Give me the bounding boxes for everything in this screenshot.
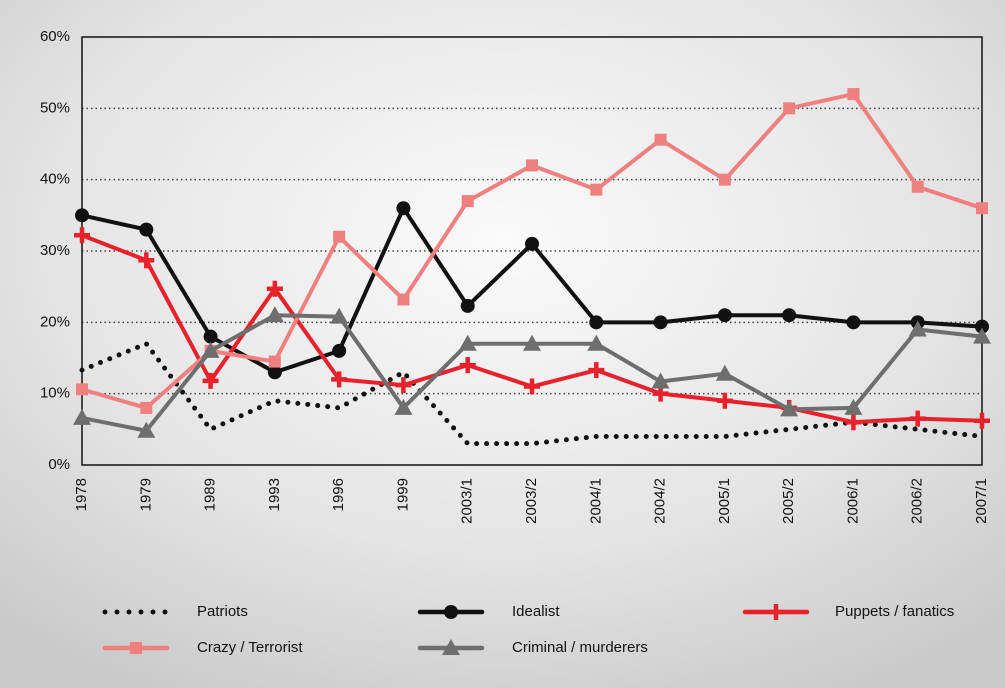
x-tick-label: 1996 bbox=[330, 478, 347, 511]
marker bbox=[330, 307, 349, 324]
x-tick-label: 2004/1 bbox=[587, 478, 604, 524]
x-tick-label: 2003/1 bbox=[459, 478, 476, 524]
marker bbox=[908, 320, 927, 337]
marker bbox=[73, 408, 91, 425]
marker bbox=[974, 412, 990, 429]
marker bbox=[526, 159, 538, 172]
marker bbox=[75, 208, 89, 223]
marker bbox=[332, 343, 347, 358]
marker bbox=[976, 202, 988, 215]
x-tick-label: 2006/1 bbox=[844, 478, 861, 524]
marker bbox=[138, 252, 155, 269]
marker bbox=[975, 319, 989, 334]
legend-label: Patriots bbox=[197, 603, 248, 620]
marker bbox=[847, 88, 860, 101]
marker bbox=[267, 365, 282, 380]
marker bbox=[715, 364, 734, 381]
x-tick-label: 1989 bbox=[202, 478, 219, 511]
marker bbox=[444, 605, 458, 619]
marker bbox=[524, 378, 540, 395]
legend-label: Criminal / murderers bbox=[512, 639, 648, 656]
marker bbox=[203, 329, 218, 344]
marker bbox=[395, 377, 412, 394]
marker bbox=[442, 639, 460, 655]
marker bbox=[265, 306, 284, 323]
marker bbox=[525, 236, 539, 251]
legend-label: Puppets / fanatics bbox=[835, 603, 954, 620]
y-tick-label: 0% bbox=[48, 456, 70, 473]
marker bbox=[717, 308, 732, 323]
marker bbox=[718, 173, 731, 186]
marker bbox=[783, 102, 796, 115]
y-tick-label: 50% bbox=[40, 99, 70, 116]
marker bbox=[587, 334, 606, 351]
x-tick-label: 2006/2 bbox=[909, 478, 926, 524]
marker bbox=[845, 414, 862, 431]
marker bbox=[973, 327, 991, 344]
marker bbox=[201, 341, 220, 358]
x-tick-label: 1979 bbox=[137, 478, 154, 511]
marker bbox=[140, 401, 153, 414]
marker bbox=[137, 421, 156, 438]
series-line bbox=[79, 341, 985, 447]
marker bbox=[394, 398, 413, 415]
marker bbox=[461, 195, 474, 208]
x-tick-label: 1999 bbox=[394, 478, 411, 511]
marker bbox=[460, 298, 475, 313]
x-tick-label: 1993 bbox=[266, 478, 283, 511]
x-tick-label: 2003/2 bbox=[523, 478, 540, 524]
marker bbox=[266, 280, 283, 297]
marker bbox=[780, 400, 799, 417]
marker bbox=[651, 372, 670, 389]
y-tick-label: 30% bbox=[40, 242, 70, 259]
x-tick-label: 2005/2 bbox=[780, 478, 797, 524]
y-tick-label: 40% bbox=[40, 171, 70, 188]
marker bbox=[768, 604, 784, 620]
legend-label: Idealist bbox=[512, 603, 560, 620]
marker bbox=[909, 410, 926, 427]
marker bbox=[333, 230, 346, 243]
marker bbox=[139, 222, 154, 237]
marker bbox=[782, 308, 797, 323]
marker bbox=[74, 227, 90, 244]
marker bbox=[590, 183, 603, 196]
marker bbox=[846, 315, 861, 330]
marker bbox=[76, 383, 88, 396]
x-tick-label: 1978 bbox=[73, 478, 90, 511]
marker bbox=[844, 398, 863, 415]
y-tick-label: 60% bbox=[40, 28, 70, 45]
marker bbox=[654, 133, 667, 146]
marker bbox=[396, 201, 411, 216]
y-tick-label: 20% bbox=[40, 313, 70, 330]
x-tick-label: 2004/2 bbox=[652, 478, 669, 524]
marker bbox=[331, 371, 348, 388]
marker bbox=[202, 372, 219, 389]
x-tick-label: 2005/1 bbox=[716, 478, 733, 524]
marker bbox=[459, 357, 476, 374]
marker bbox=[523, 334, 541, 351]
x-tick-label: 2007/1 bbox=[973, 478, 990, 524]
legend-label: Crazy / Terrorist bbox=[197, 639, 303, 656]
marker bbox=[716, 392, 733, 409]
plot-border bbox=[81, 36, 983, 466]
marker bbox=[397, 293, 410, 306]
marker bbox=[458, 334, 477, 351]
marker bbox=[589, 315, 604, 330]
marker bbox=[653, 315, 668, 330]
marker bbox=[268, 355, 281, 368]
y-tick-label: 10% bbox=[40, 385, 70, 402]
marker bbox=[911, 180, 924, 193]
marker bbox=[130, 642, 142, 654]
marker bbox=[588, 362, 605, 379]
